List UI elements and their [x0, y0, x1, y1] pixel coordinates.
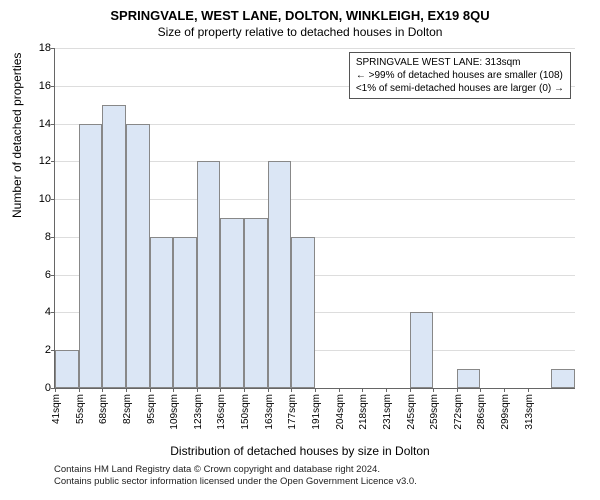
- y-tick-label: 12: [31, 155, 55, 167]
- histogram-bar: [244, 218, 268, 388]
- annotation-line-2: ← >99% of detached houses are smaller (1…: [356, 69, 564, 82]
- histogram-bar: [126, 124, 150, 388]
- histogram-bar: [457, 369, 481, 388]
- annotation-line-1: SPRINGVALE WEST LANE: 313sqm: [356, 56, 564, 69]
- histogram-bar: [551, 369, 575, 388]
- x-tick-label: 150sqm: [240, 388, 251, 430]
- y-tick-label: 18: [31, 42, 55, 54]
- y-tick-label: 4: [31, 306, 55, 318]
- y-axis-label: Number of detached properties: [10, 53, 24, 218]
- x-tick-label: 82sqm: [122, 388, 133, 424]
- y-tick-label: 16: [31, 80, 55, 92]
- histogram-bar: [268, 161, 292, 388]
- x-tick-label: 136sqm: [216, 388, 227, 430]
- x-tick-label: 259sqm: [429, 388, 440, 430]
- x-axis-label: Distribution of detached houses by size …: [0, 444, 600, 458]
- histogram-bar: [197, 161, 221, 388]
- x-tick-label: 41sqm: [51, 388, 62, 424]
- y-tick-label: 10: [31, 193, 55, 205]
- histogram-bar: [173, 237, 197, 388]
- histogram-bar: [410, 312, 434, 388]
- attribution-line-1: Contains HM Land Registry data © Crown c…: [54, 464, 417, 476]
- plot-area: 02468101214161841sqm55sqm68sqm82sqm95sqm…: [54, 48, 575, 389]
- x-tick-label: 163sqm: [264, 388, 275, 430]
- x-tick-label: 191sqm: [311, 388, 322, 430]
- chart-subtitle: Size of property relative to detached ho…: [0, 23, 600, 39]
- annotation-line-3: <1% of semi-detached houses are larger (…: [356, 82, 564, 95]
- x-tick-label: 123sqm: [193, 388, 204, 430]
- chart-container: SPRINGVALE, WEST LANE, DOLTON, WINKLEIGH…: [0, 0, 600, 500]
- attribution-text: Contains HM Land Registry data © Crown c…: [54, 464, 417, 489]
- x-tick-label: 313sqm: [524, 388, 535, 430]
- y-tick-label: 2: [31, 344, 55, 356]
- y-tick-label: 14: [31, 118, 55, 130]
- x-tick-label: 299sqm: [500, 388, 511, 430]
- x-tick-label: 55sqm: [75, 388, 86, 424]
- x-tick-label: 177sqm: [287, 388, 298, 430]
- x-tick-label: 109sqm: [169, 388, 180, 430]
- annotation-box: SPRINGVALE WEST LANE: 313sqm ← >99% of d…: [349, 52, 571, 99]
- histogram-bar: [150, 237, 174, 388]
- chart-title: SPRINGVALE, WEST LANE, DOLTON, WINKLEIGH…: [0, 0, 600, 23]
- histogram-bar: [102, 105, 126, 388]
- histogram-bar: [79, 124, 103, 388]
- histogram-bar: [220, 218, 244, 388]
- x-tick-label: 68sqm: [98, 388, 109, 424]
- x-tick-label: 204sqm: [335, 388, 346, 430]
- y-tick-label: 6: [31, 269, 55, 281]
- x-tick-label: 272sqm: [453, 388, 464, 430]
- x-tick-label: 231sqm: [382, 388, 393, 430]
- grid-line: [55, 48, 575, 49]
- histogram-bar: [55, 350, 79, 388]
- x-tick-label: 95sqm: [146, 388, 157, 424]
- x-tick-label: 286sqm: [476, 388, 487, 430]
- attribution-line-2: Contains public sector information licen…: [54, 476, 417, 488]
- x-tick-label: 218sqm: [358, 388, 369, 430]
- y-tick-label: 8: [31, 231, 55, 243]
- histogram-bar: [291, 237, 315, 388]
- x-tick-label: 245sqm: [406, 388, 417, 430]
